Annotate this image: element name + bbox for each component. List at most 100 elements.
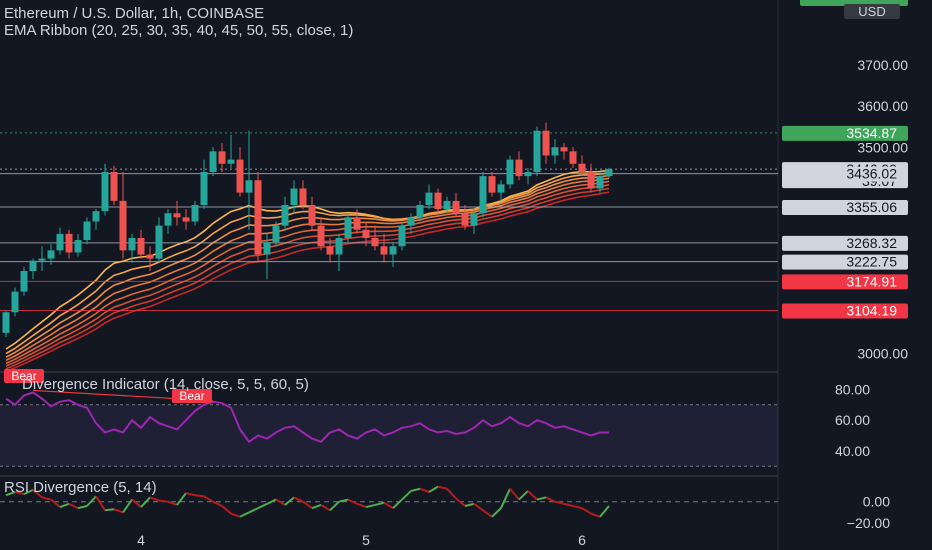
candle[interactable] bbox=[209, 147, 217, 177]
candle[interactable] bbox=[101, 163, 109, 216]
candle[interactable] bbox=[56, 227, 64, 255]
candle[interactable] bbox=[407, 213, 415, 234]
candle-body bbox=[29, 260, 37, 271]
candle[interactable] bbox=[2, 310, 10, 337]
rsi-segment bbox=[473, 503, 484, 512]
rsi-segment bbox=[410, 487, 421, 492]
candle[interactable] bbox=[596, 172, 604, 193]
candle[interactable] bbox=[398, 221, 406, 251]
candle[interactable] bbox=[281, 196, 289, 230]
candle[interactable] bbox=[74, 233, 82, 257]
candle[interactable] bbox=[434, 188, 442, 214]
candle[interactable] bbox=[479, 172, 487, 218]
candle[interactable] bbox=[245, 130, 253, 230]
price-scale[interactable]: 3700.00 3600.00 3500.00 3000.00 80.00 60.00 40… bbox=[835, 57, 908, 531]
rsi-divergence-pane[interactable] bbox=[0, 485, 778, 518]
candle[interactable] bbox=[146, 246, 154, 271]
candle[interactable] bbox=[335, 233, 343, 271]
candle[interactable] bbox=[272, 221, 280, 247]
candle[interactable] bbox=[47, 244, 55, 265]
candle[interactable] bbox=[200, 159, 208, 210]
candle[interactable] bbox=[290, 180, 298, 214]
candle-body bbox=[533, 130, 541, 172]
rsi-segment bbox=[572, 505, 583, 510]
candle[interactable] bbox=[173, 200, 181, 226]
candle[interactable] bbox=[488, 172, 496, 197]
candle[interactable] bbox=[92, 209, 100, 230]
candle-body bbox=[209, 151, 217, 172]
ema-ribbon-line bbox=[5, 184, 610, 367]
rsi-divergence-legend[interactable]: RSI Divergence (5, 14) bbox=[4, 479, 157, 496]
candle[interactable] bbox=[452, 192, 460, 218]
candle[interactable] bbox=[587, 163, 595, 193]
candle[interactable] bbox=[569, 147, 577, 168]
rsi-segment bbox=[122, 498, 133, 514]
candle[interactable] bbox=[344, 213, 352, 243]
candle[interactable] bbox=[551, 139, 559, 164]
candle[interactable] bbox=[38, 246, 46, 271]
candle[interactable] bbox=[353, 209, 361, 234]
candle[interactable] bbox=[137, 229, 145, 259]
candle[interactable] bbox=[11, 287, 19, 317]
candle[interactable] bbox=[578, 155, 586, 177]
candle-body bbox=[191, 205, 199, 222]
candle[interactable] bbox=[425, 184, 433, 210]
rsi-segment bbox=[284, 496, 295, 506]
candle-body bbox=[335, 238, 343, 255]
candle[interactable] bbox=[29, 258, 37, 280]
candle[interactable] bbox=[164, 209, 172, 234]
candle[interactable] bbox=[443, 196, 451, 214]
candle[interactable] bbox=[542, 122, 550, 164]
rsi-segment bbox=[374, 501, 385, 506]
candle[interactable] bbox=[20, 266, 28, 296]
candle[interactable] bbox=[326, 238, 334, 263]
price-level-tag-bg bbox=[782, 166, 908, 182]
candle[interactable] bbox=[119, 172, 127, 259]
candle[interactable] bbox=[461, 205, 469, 230]
candle[interactable] bbox=[299, 180, 307, 210]
candle-body bbox=[416, 205, 424, 218]
candle[interactable] bbox=[128, 233, 136, 263]
rsi-segment bbox=[590, 512, 601, 518]
candle[interactable] bbox=[506, 155, 514, 189]
candle[interactable] bbox=[155, 217, 163, 263]
divergence-tick-label: 40.00 bbox=[835, 443, 870, 459]
price-level-tag: 3268.32 bbox=[782, 235, 908, 251]
candle[interactable] bbox=[182, 209, 190, 230]
candle[interactable] bbox=[416, 200, 424, 222]
candle[interactable] bbox=[533, 126, 541, 177]
divergence-indicator-legend[interactable]: Divergence Indicator (14, close, 5, 5, 6… bbox=[22, 376, 309, 393]
candlestick-series[interactable] bbox=[2, 122, 613, 338]
ema-ribbon-legend[interactable]: EMA Ribbon (20, 25, 30, 35, 40, 45, 50, … bbox=[4, 22, 353, 39]
candle[interactable] bbox=[470, 209, 478, 234]
candle[interactable] bbox=[83, 217, 91, 245]
candle[interactable] bbox=[263, 233, 271, 280]
candle[interactable] bbox=[497, 180, 505, 201]
candle[interactable] bbox=[254, 172, 262, 263]
candle[interactable] bbox=[389, 242, 397, 267]
candle[interactable] bbox=[605, 167, 613, 179]
candle[interactable] bbox=[308, 196, 316, 230]
candle-body bbox=[425, 192, 433, 205]
candle-body bbox=[407, 217, 415, 226]
divergence-indicator-pane[interactable]: Bear Bear bbox=[0, 369, 778, 467]
candle[interactable] bbox=[380, 233, 388, 263]
candle[interactable] bbox=[191, 200, 199, 226]
candle-body bbox=[2, 312, 10, 333]
candle[interactable] bbox=[362, 221, 370, 247]
candle[interactable] bbox=[236, 147, 244, 197]
candle[interactable] bbox=[227, 134, 235, 168]
candle[interactable] bbox=[515, 151, 523, 181]
price-tick-label: 3000.00 bbox=[857, 346, 908, 362]
time-axis[interactable]: 4 5 6 bbox=[137, 532, 586, 548]
symbol-title[interactable]: Ethereum / U.S. Dollar, 1h, COINBASE bbox=[4, 5, 264, 22]
candle[interactable] bbox=[524, 167, 532, 185]
price-level-tag-label: 3174.91 bbox=[846, 273, 897, 289]
candle[interactable] bbox=[110, 165, 118, 205]
candle[interactable] bbox=[371, 225, 379, 251]
candle[interactable] bbox=[218, 143, 226, 172]
candle[interactable] bbox=[560, 143, 568, 160]
candle[interactable] bbox=[65, 229, 73, 259]
candle[interactable] bbox=[317, 217, 325, 251]
currency-badge[interactable]: USD bbox=[844, 4, 900, 19]
